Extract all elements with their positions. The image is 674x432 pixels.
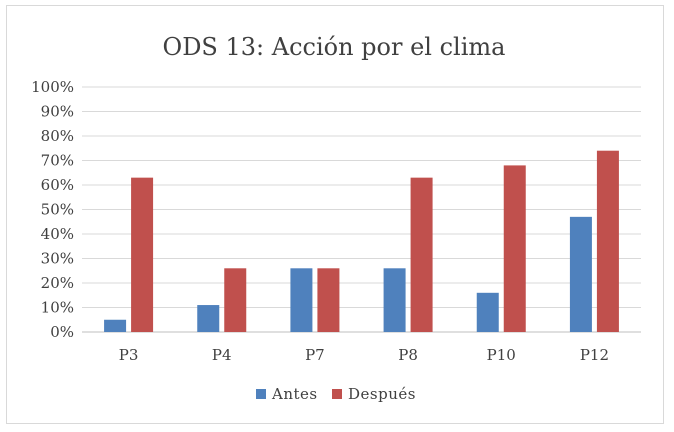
legend-label: Después xyxy=(348,385,416,403)
chart-title: ODS 13: Acción por el clima xyxy=(163,33,506,61)
bar-antes-p7 xyxy=(290,268,313,332)
y-tick-label: 20% xyxy=(41,274,74,292)
y-tick-label: 60% xyxy=(41,176,74,194)
x-tick-label: P10 xyxy=(487,346,516,364)
y-axis-ticks: 0% 10% 20% 30% 40% 50% 60% 70% 80% 90% 100% xyxy=(31,78,74,341)
bar-chart: ODS 13: Acción por el clima 0% 10% 20% 30% 4… xyxy=(31,33,641,403)
gridlines xyxy=(82,86,641,333)
bar-antes-p3 xyxy=(104,319,127,332)
x-tick-label: P8 xyxy=(398,346,418,364)
bar-despus-p10 xyxy=(503,165,526,332)
y-tick-label: 90% xyxy=(41,103,74,121)
y-tick-label: 70% xyxy=(41,152,74,170)
legend-swatch xyxy=(332,389,342,399)
bars xyxy=(104,150,619,332)
y-tick-label: 0% xyxy=(50,323,74,341)
y-tick-label: 80% xyxy=(41,127,74,145)
legend: Antes Después xyxy=(256,385,416,403)
bar-despus-p4 xyxy=(224,268,247,332)
y-tick-label: 100% xyxy=(31,78,74,96)
chart-frame: ODS 13: Acción por el clima 0% 10% 20% 30% 4… xyxy=(6,5,664,424)
x-tick-label: P7 xyxy=(305,346,325,364)
bar-despus-p7 xyxy=(317,268,340,332)
legend-swatch xyxy=(256,389,266,399)
y-tick-label: 30% xyxy=(41,250,74,268)
bar-antes-p4 xyxy=(197,305,220,332)
bar-antes-p10 xyxy=(476,292,499,332)
bar-despus-p12 xyxy=(596,150,619,332)
x-tick-label: P4 xyxy=(212,346,232,364)
x-axis-ticks: P3 P4 P7 P8 P10 P12 xyxy=(119,346,609,364)
y-tick-label: 40% xyxy=(41,225,74,243)
bar-despus-p8 xyxy=(410,177,433,332)
bar-despus-p3 xyxy=(131,177,154,332)
bar-antes-p8 xyxy=(383,268,406,332)
y-tick-label: 10% xyxy=(41,299,74,317)
legend-label: Antes xyxy=(271,385,318,403)
x-tick-label: P3 xyxy=(119,346,139,364)
bar-antes-p12 xyxy=(569,216,592,332)
x-tick-label: P12 xyxy=(580,346,609,364)
y-tick-label: 50% xyxy=(41,201,74,219)
